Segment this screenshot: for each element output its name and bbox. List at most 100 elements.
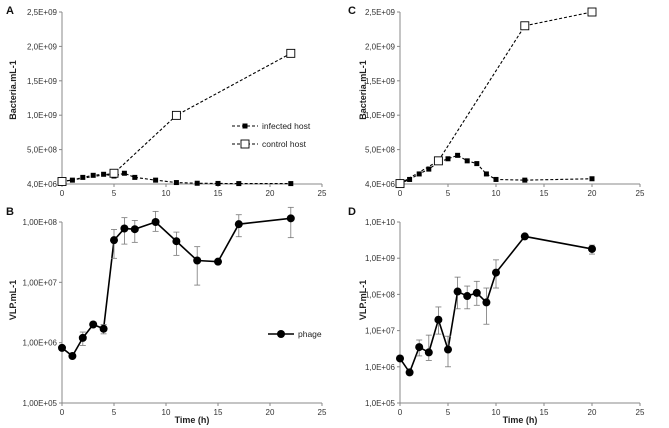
x-tick-label: 5 [112,408,117,417]
data-point [416,171,422,177]
legend-label: control host [262,139,307,149]
data-point [110,236,118,245]
x-tick-label: 20 [266,408,275,417]
y-tick-label: 1,00E+06 [23,339,58,348]
y-tick-label: 1,00E+08 [23,218,58,227]
x-tick-label: 25 [636,408,645,417]
data-point [90,172,96,178]
panel-d: D 1,0E+05 1,0E+06 1,0E+07 1,0E+08 1,0E+09 1,0E… [348,206,645,425]
data-point [455,152,461,158]
x-tick-label: 0 [398,408,403,417]
data-point [153,177,159,183]
data-point [171,110,181,120]
y-tick-label: 5,0E+08 [27,146,58,155]
data-point [194,180,200,186]
series-infected-host [397,152,595,187]
data-point [395,179,405,189]
panel-label: B [6,206,14,218]
data-point [463,292,472,301]
data-point [132,174,138,180]
y-tick-label: 1,0E+06 [365,363,396,372]
x-tick-label: 5 [112,189,117,198]
data-point [407,176,413,182]
y-tick-label: 5,0E+08 [365,146,396,155]
x-tick-label: 20 [266,189,275,198]
y-axis-label: VLP.mL-1 [8,280,18,320]
legend: phage [268,329,322,339]
data-point [68,352,77,361]
y-tick-label: 1,0E+10 [365,218,396,227]
y-axis-label: VLP.mL-1 [358,280,368,320]
legend-label: infected host [262,121,311,131]
data-point [193,256,202,265]
y-tick-label: 1,00E+05 [23,399,58,408]
data-point [173,180,179,186]
x-tick-label: 15 [540,408,549,417]
data-point [78,333,87,342]
data-point [130,225,139,234]
legend-label: phage [298,329,322,339]
x-tick-label: 0 [60,408,65,417]
x-tick-label: 5 [446,408,451,417]
y-tick-label: 2,0E+09 [365,42,396,51]
y-tick-label: 1,0E+05 [365,399,396,408]
data-point [426,166,432,172]
x-tick-label: 20 [588,408,597,417]
series-control-host [57,48,296,186]
data-point [101,171,107,177]
y-axis-label: Bacteria.mL-1 [8,60,18,120]
data-point [405,368,414,377]
x-tick-label: 10 [162,189,171,198]
panel-c: C 4,0E+06 5,0E+08 1,0E+09 1,5E+09 2,0E+09 2,5E… [348,5,645,198]
data-point [472,288,481,297]
series-line [399,11,593,185]
x-tick-label: 0 [398,189,403,198]
panel-a: A 4,0E+06 5,0E+08 1,0E+09 1,5E+09 2,0E+09 2,5E… [6,5,327,198]
y-tick-label: 2,0E+09 [27,42,58,51]
legend-marker [242,123,248,129]
y-tick-label: 1,0E+09 [365,254,396,263]
data-point [453,287,462,296]
data-point [286,48,296,58]
data-point [288,181,294,187]
data-point [99,324,108,333]
data-point [483,171,489,177]
data-point [58,343,66,352]
y-tick-label: 1,0E+09 [365,111,396,120]
y-tick-label: 1,5E+09 [27,77,58,86]
data-point [464,158,470,164]
x-tick-label: 0 [60,189,65,198]
y-tick-label: 4,0E+06 [365,180,396,189]
data-point [89,320,98,329]
x-tick-label: 15 [214,408,223,417]
x-tick-label: 20 [588,189,597,198]
legend: infected host control host [232,121,311,149]
panel-label: D [348,206,356,218]
data-point [396,354,404,363]
data-point [120,224,129,233]
x-tick-label: 5 [446,189,451,198]
series-phage [396,232,596,377]
data-point [474,161,480,167]
x-tick-label: 10 [492,189,501,198]
y-tick-label: 1,0E+07 [365,327,396,336]
data-point [214,257,222,266]
y-tick-label: 4,0E+06 [27,180,58,189]
data-point [172,237,181,246]
data-point [588,244,596,253]
x-tick-label: 15 [214,189,223,198]
data-point [445,156,451,162]
data-point [587,7,597,17]
x-tick-label: 15 [540,189,549,198]
data-point [433,156,443,166]
y-axis-label: Bacteria.mL-1 [358,60,368,120]
x-axis-label: Time (h) [175,415,210,425]
panel-label: A [6,5,14,17]
y-tick-label: 2,5E+09 [27,8,58,17]
y-tick-label: 1,0E+08 [365,290,396,299]
y-tick-label: 1,5E+09 [365,77,396,86]
data-point [444,345,452,354]
data-point [434,315,443,324]
legend-marker [277,330,285,338]
